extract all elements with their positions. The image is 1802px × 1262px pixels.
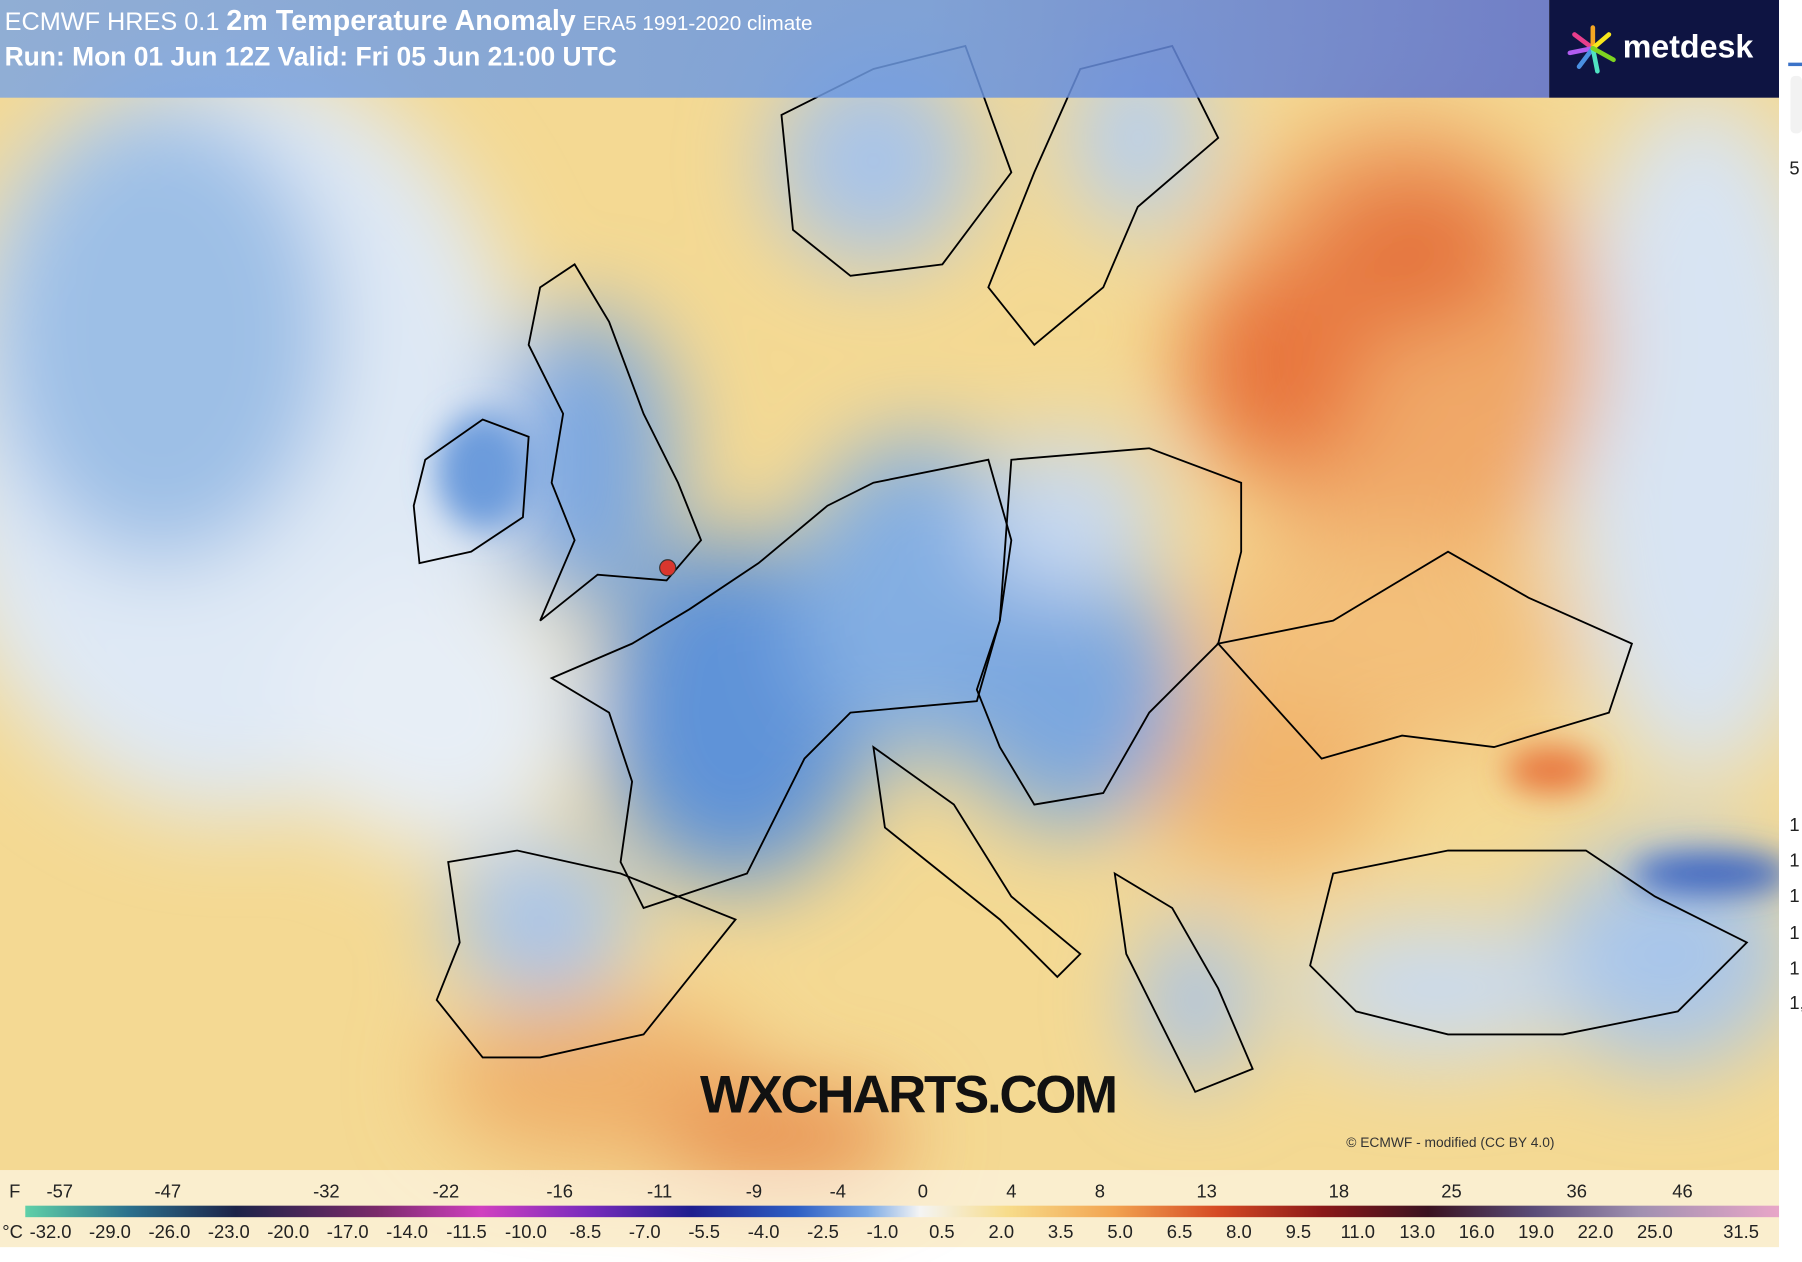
c-unit: °C — [2, 1221, 23, 1242]
c-label: 3.5 — [1048, 1221, 1074, 1242]
f-label: 36 — [1567, 1181, 1587, 1202]
c-label: 5.0 — [1107, 1221, 1133, 1242]
c-label: -2.5 — [807, 1221, 839, 1242]
c-label: 31.5 — [1723, 1221, 1759, 1242]
side-fragment: 1 — [1789, 958, 1799, 979]
color-scale — [25, 1205, 1780, 1218]
c-label: 8.0 — [1226, 1221, 1252, 1242]
f-label: 25 — [1441, 1181, 1461, 1202]
c-label: -7.0 — [629, 1221, 661, 1242]
side-fragment: 1, — [1789, 992, 1802, 1013]
field-name: 2m Temperature Anomaly — [226, 5, 576, 37]
c-label: -26.0 — [148, 1221, 190, 1242]
f-label: 0 — [918, 1181, 928, 1202]
logo-text: metdesk — [1623, 28, 1754, 64]
c-label: -32.0 — [30, 1221, 72, 1242]
f-label: -9 — [746, 1181, 762, 1202]
f-label: -32 — [313, 1181, 340, 1202]
f-label: -4 — [830, 1181, 846, 1202]
f-unit: F — [9, 1181, 20, 1202]
c-label: 22.0 — [1578, 1221, 1614, 1242]
c-label: 11.0 — [1341, 1221, 1375, 1242]
c-label: 9.5 — [1286, 1221, 1312, 1242]
f-label: -57 — [46, 1181, 73, 1202]
f-label: -16 — [546, 1181, 573, 1202]
f-label: 13 — [1196, 1181, 1216, 1202]
c-label: 6.5 — [1167, 1221, 1193, 1242]
title-bar — [0, 0, 1550, 98]
f-label: 8 — [1095, 1181, 1105, 1202]
side-fragment: 5 — [1789, 158, 1799, 179]
f-label: 18 — [1329, 1181, 1349, 1202]
side-button — [1790, 75, 1802, 134]
f-label: 46 — [1672, 1181, 1692, 1202]
c-label: 19.0 — [1518, 1221, 1554, 1242]
c-label: -14.0 — [386, 1221, 428, 1242]
location-marker — [659, 559, 677, 577]
c-label: 13.0 — [1399, 1221, 1435, 1242]
run-info: Run: Mon 01 Jun 12Z Valid: Fri 05 Jun 21… — [5, 42, 617, 72]
credit: © ECMWF - modified (CC BY 4.0) — [1346, 1135, 1554, 1150]
c-label: -10.0 — [505, 1221, 547, 1242]
c-label: -29.0 — [89, 1221, 131, 1242]
c-label: -5.5 — [688, 1221, 720, 1242]
legend: F -57 -47 -32 -22 -16 -11 -9 -4 0 4 8 13 18 25 36 46 °C -3… — [2, 1181, 1759, 1242]
c-label: -8.5 — [570, 1221, 602, 1242]
side-fragment: 1 — [1789, 885, 1799, 906]
watermark: WXCHARTS.COM — [700, 1066, 1116, 1125]
side-fragment: 1 — [1789, 922, 1799, 943]
side-fragment: 1 — [1789, 814, 1799, 835]
c-label: -20.0 — [267, 1221, 309, 1242]
c-label: 25.0 — [1637, 1221, 1673, 1242]
c-label: -4.0 — [748, 1221, 780, 1242]
f-label: -11 — [647, 1181, 672, 1202]
climate-ref: ERA5 1991-2020 climate — [583, 12, 813, 35]
f-label: -47 — [155, 1181, 182, 1202]
side-panel — [1779, 0, 1802, 1262]
c-label: 16.0 — [1459, 1221, 1495, 1242]
c-label: 0.5 — [929, 1221, 955, 1242]
c-label: -11.5 — [446, 1221, 487, 1242]
side-fragments: 5 1 1 1 1 1 1, — [1789, 158, 1802, 1013]
side-fragment: 1 — [1789, 850, 1799, 871]
title-line: ECMWF HRES 0.1 2m Temperature Anomaly ERA5… — [5, 5, 813, 37]
c-label: -23.0 — [208, 1221, 250, 1242]
f-label: 4 — [1006, 1181, 1016, 1202]
c-label: 2.0 — [989, 1221, 1015, 1242]
logo-icon — [1567, 25, 1616, 74]
f-label: -22 — [433, 1181, 460, 1202]
c-label: -1.0 — [867, 1221, 899, 1242]
model-name: ECMWF HRES 0.1 — [5, 8, 220, 36]
c-label: -17.0 — [327, 1221, 369, 1242]
